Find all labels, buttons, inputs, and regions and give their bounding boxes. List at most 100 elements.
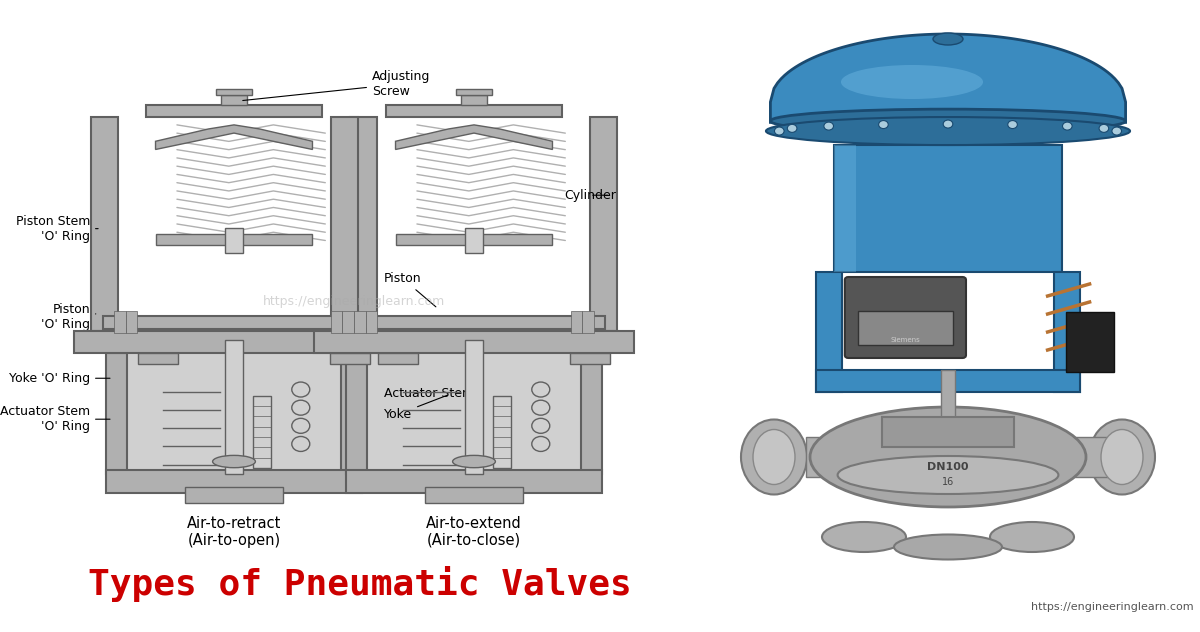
Bar xyxy=(466,228,482,253)
Circle shape xyxy=(787,125,797,132)
Text: Actuator Stem: Actuator Stem xyxy=(384,387,481,400)
Ellipse shape xyxy=(754,430,796,485)
Ellipse shape xyxy=(990,522,1074,552)
Text: https://engineeringlearn.com: https://engineeringlearn.com xyxy=(263,296,445,308)
Bar xyxy=(91,117,119,331)
Text: Air-to-retract: Air-to-retract xyxy=(187,516,281,532)
Bar xyxy=(466,340,482,474)
Circle shape xyxy=(292,400,310,415)
Bar xyxy=(354,312,366,333)
Ellipse shape xyxy=(841,65,983,99)
Circle shape xyxy=(774,127,784,135)
Bar xyxy=(493,396,511,468)
Bar xyxy=(816,370,1080,392)
Ellipse shape xyxy=(894,535,1002,559)
Bar xyxy=(461,95,487,105)
Bar xyxy=(366,312,377,333)
Text: Yoke 'O' Ring: Yoke 'O' Ring xyxy=(8,372,110,385)
Bar xyxy=(331,312,342,333)
Circle shape xyxy=(532,400,550,415)
Bar xyxy=(145,105,323,117)
Bar xyxy=(106,353,127,474)
Polygon shape xyxy=(770,34,1126,123)
Bar xyxy=(349,117,377,331)
Bar xyxy=(226,228,242,253)
Circle shape xyxy=(1099,125,1109,132)
Circle shape xyxy=(532,418,550,434)
Ellipse shape xyxy=(452,456,496,468)
Bar xyxy=(103,315,365,329)
Bar xyxy=(359,117,589,331)
Text: Piston
'O' Ring: Piston 'O' Ring xyxy=(41,303,96,331)
Bar xyxy=(346,470,602,493)
Bar xyxy=(858,311,953,345)
Polygon shape xyxy=(396,125,552,150)
Ellipse shape xyxy=(822,522,906,552)
Circle shape xyxy=(532,437,550,451)
Bar xyxy=(378,353,418,363)
Circle shape xyxy=(943,120,953,128)
Bar xyxy=(138,353,178,363)
Ellipse shape xyxy=(1090,420,1154,494)
Polygon shape xyxy=(156,125,312,150)
Bar xyxy=(221,95,247,105)
Bar xyxy=(342,312,354,333)
Bar xyxy=(216,89,252,95)
Text: Actuator Stem
'O' Ring: Actuator Stem 'O' Ring xyxy=(0,405,110,433)
Bar xyxy=(570,353,610,363)
Bar xyxy=(314,331,634,353)
Text: 16: 16 xyxy=(942,477,954,487)
Circle shape xyxy=(292,437,310,451)
Bar xyxy=(330,353,370,363)
Bar xyxy=(571,312,582,333)
FancyBboxPatch shape xyxy=(845,277,966,358)
Bar xyxy=(119,117,349,331)
Circle shape xyxy=(824,122,834,130)
Bar xyxy=(581,353,602,474)
Circle shape xyxy=(1008,121,1018,128)
Bar xyxy=(834,145,1062,272)
Bar xyxy=(816,272,842,392)
Text: Siemens: Siemens xyxy=(890,337,920,343)
Bar xyxy=(396,234,552,245)
Ellipse shape xyxy=(212,456,256,468)
Circle shape xyxy=(292,382,310,397)
Ellipse shape xyxy=(810,407,1086,507)
Bar xyxy=(806,437,872,477)
Bar xyxy=(1054,437,1120,477)
Bar xyxy=(226,340,242,474)
Ellipse shape xyxy=(742,420,808,494)
Bar xyxy=(185,487,283,503)
Bar xyxy=(385,105,563,117)
Bar xyxy=(114,312,126,333)
Bar xyxy=(74,331,394,353)
Text: Types of Pneumatic Valves: Types of Pneumatic Valves xyxy=(88,566,632,602)
Circle shape xyxy=(532,382,550,397)
Text: Cylinder: Cylinder xyxy=(564,189,616,202)
Bar xyxy=(156,234,312,245)
Ellipse shape xyxy=(766,117,1130,145)
Ellipse shape xyxy=(934,33,964,45)
Bar xyxy=(367,353,581,474)
Circle shape xyxy=(1112,127,1122,135)
Bar xyxy=(346,353,367,474)
Bar xyxy=(1066,312,1114,372)
Bar xyxy=(456,89,492,95)
Circle shape xyxy=(292,418,310,434)
Bar xyxy=(343,315,605,329)
Circle shape xyxy=(878,121,888,128)
Ellipse shape xyxy=(770,109,1126,133)
Bar xyxy=(882,417,1014,447)
Text: Piston: Piston xyxy=(384,272,436,307)
Ellipse shape xyxy=(1102,430,1142,485)
Text: DN100: DN100 xyxy=(928,462,968,472)
Bar xyxy=(582,312,594,333)
Bar xyxy=(589,117,617,331)
Text: Piston Stem
'O' Ring: Piston Stem 'O' Ring xyxy=(16,215,98,243)
Text: Air-to-extend: Air-to-extend xyxy=(426,516,522,532)
Ellipse shape xyxy=(838,456,1058,494)
Bar xyxy=(127,353,341,474)
Bar xyxy=(253,396,271,468)
Text: (Air-to-open): (Air-to-open) xyxy=(187,533,281,547)
Bar xyxy=(425,487,523,503)
